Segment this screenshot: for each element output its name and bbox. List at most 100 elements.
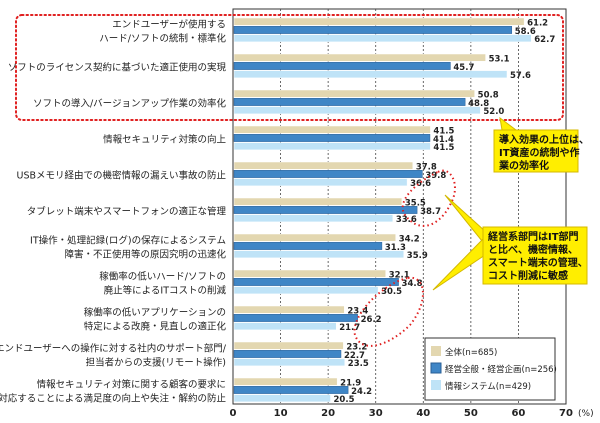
bar (233, 62, 451, 70)
category-label: エンドユーザーが使用する (112, 18, 226, 30)
bar (233, 305, 345, 314)
bar (233, 286, 379, 295)
data-label: 41.5 (433, 143, 454, 153)
legend-label: 経営全般・経営企画(n=256) (445, 364, 557, 375)
data-label: 23.5 (348, 359, 369, 369)
data-label: 23.4 (347, 307, 368, 317)
category-label: ハード/ソフトの統制・標準化 (99, 32, 226, 44)
data-label: 33.6 (396, 215, 417, 225)
bar (233, 98, 466, 106)
bar (233, 341, 344, 350)
bar (233, 322, 337, 331)
callout-top-effects (493, 129, 579, 173)
category-label: 稼働率の低いハード/ソフトの (99, 270, 226, 282)
category-label: ソフトのライセンス契約に基づいた適正使用の実現 (8, 61, 227, 73)
callout-management-pointer (444, 194, 487, 248)
legend-label: 情報システム(n=429) (445, 381, 531, 392)
bar (233, 134, 431, 142)
x-unit-label: (%) (578, 409, 594, 419)
bar (233, 358, 346, 367)
category-label: USBメモリ経由での機密情報の漏えい事故の防止 (16, 169, 226, 181)
category-label: 廃止等によるITコストの削減 (104, 284, 227, 296)
data-label: 58.6 (515, 27, 536, 37)
data-label: 61.2 (527, 19, 548, 29)
legend (424, 337, 556, 401)
legend-label: 全体(n=685) (445, 347, 497, 358)
plot-frame (232, 8, 567, 405)
data-label: 26.2 (361, 315, 382, 325)
category-label: 対応することによる満足度の向上や失注・解約の防止 (0, 392, 226, 404)
x-tick-label: 50 (464, 408, 478, 419)
bar (233, 53, 486, 62)
category-label: エンドユーザーへの操作に対する社内のサポート部門/ (0, 342, 227, 354)
data-label: 30.5 (381, 287, 402, 297)
x-tick-label: 60 (511, 408, 525, 419)
callout-management-text: と比べ、機密情報、 (488, 243, 578, 256)
bar (233, 269, 386, 278)
bar (233, 142, 431, 151)
bar (233, 70, 508, 79)
highlight-box (15, 14, 564, 121)
data-label: 57.6 (510, 71, 531, 81)
data-label: 20.5 (334, 395, 355, 405)
data-label: 35.9 (407, 251, 428, 261)
data-label: 35.5 (405, 199, 426, 209)
x-tick-label: 70 (559, 408, 573, 419)
bar (233, 161, 414, 170)
data-label: 32.1 (389, 271, 410, 281)
x-tick-label: 30 (369, 408, 383, 419)
bar (233, 125, 431, 134)
data-label: 45.7 (453, 63, 474, 73)
legend-swatch (431, 380, 441, 390)
bar (233, 170, 423, 178)
category-label: タブレット端末やスマートフォンの適正な管理 (27, 205, 227, 217)
callout-management (482, 226, 588, 285)
data-label: 39.8 (425, 171, 446, 181)
data-label: 52.0 (483, 107, 504, 117)
data-label: 41.5 (433, 127, 454, 137)
callout-management-text: スマート端末の管理、 (488, 256, 588, 269)
bar (233, 278, 399, 286)
category-label: ソフトの導入/バージョンアップ作業の効率化 (33, 97, 227, 109)
callout-management-text: コスト削減に敏感 (488, 269, 568, 282)
category-label: 担当者からの支援(リモート操作) (86, 356, 226, 368)
bar (233, 34, 532, 43)
bar (233, 350, 342, 358)
bar (233, 386, 349, 394)
category-label: 特定による改廃・見直しの適正化 (84, 320, 227, 332)
callout-top-effects-text: 業の効率化 (498, 159, 549, 172)
data-label: 48.8 (468, 99, 489, 109)
data-label: 62.7 (534, 35, 555, 45)
bar (233, 314, 358, 322)
data-label: 21.7 (339, 323, 360, 333)
data-label: 21.9 (340, 379, 361, 389)
data-label: 38.7 (420, 207, 441, 217)
bar (233, 26, 513, 34)
data-label: 41.4 (433, 135, 454, 145)
highlight-ellipse (353, 276, 424, 347)
data-label: 22.7 (344, 351, 365, 361)
bar (233, 106, 481, 115)
bar (233, 197, 403, 206)
x-tick-label: 0 (230, 408, 237, 419)
callout-management-text: 経営系部門はIT部門 (488, 230, 579, 243)
bar (233, 214, 394, 223)
bar (233, 206, 418, 214)
legend-swatch (430, 362, 442, 374)
x-tick-label: 20 (321, 408, 335, 419)
legend-swatch (431, 346, 441, 356)
data-label: 53.1 (489, 55, 510, 65)
bar (233, 377, 338, 386)
x-tick-label: 10 (274, 408, 288, 419)
data-label: 37.8 (416, 163, 437, 173)
data-label: 34.8 (402, 279, 423, 289)
data-label: 23.2 (346, 343, 367, 353)
callout-top-effects-text: 導入効果の上位は、 (499, 133, 589, 146)
category-label: 稼働率の低いアプリケーションの (84, 306, 226, 318)
callout-management-pointer (432, 235, 486, 291)
category-label: 情報セキュリティ対策の向上 (103, 133, 226, 145)
category-label: IT操作・処理記録(ログ)の保存によるシステム (30, 234, 226, 246)
x-tick-label: 40 (416, 408, 430, 419)
